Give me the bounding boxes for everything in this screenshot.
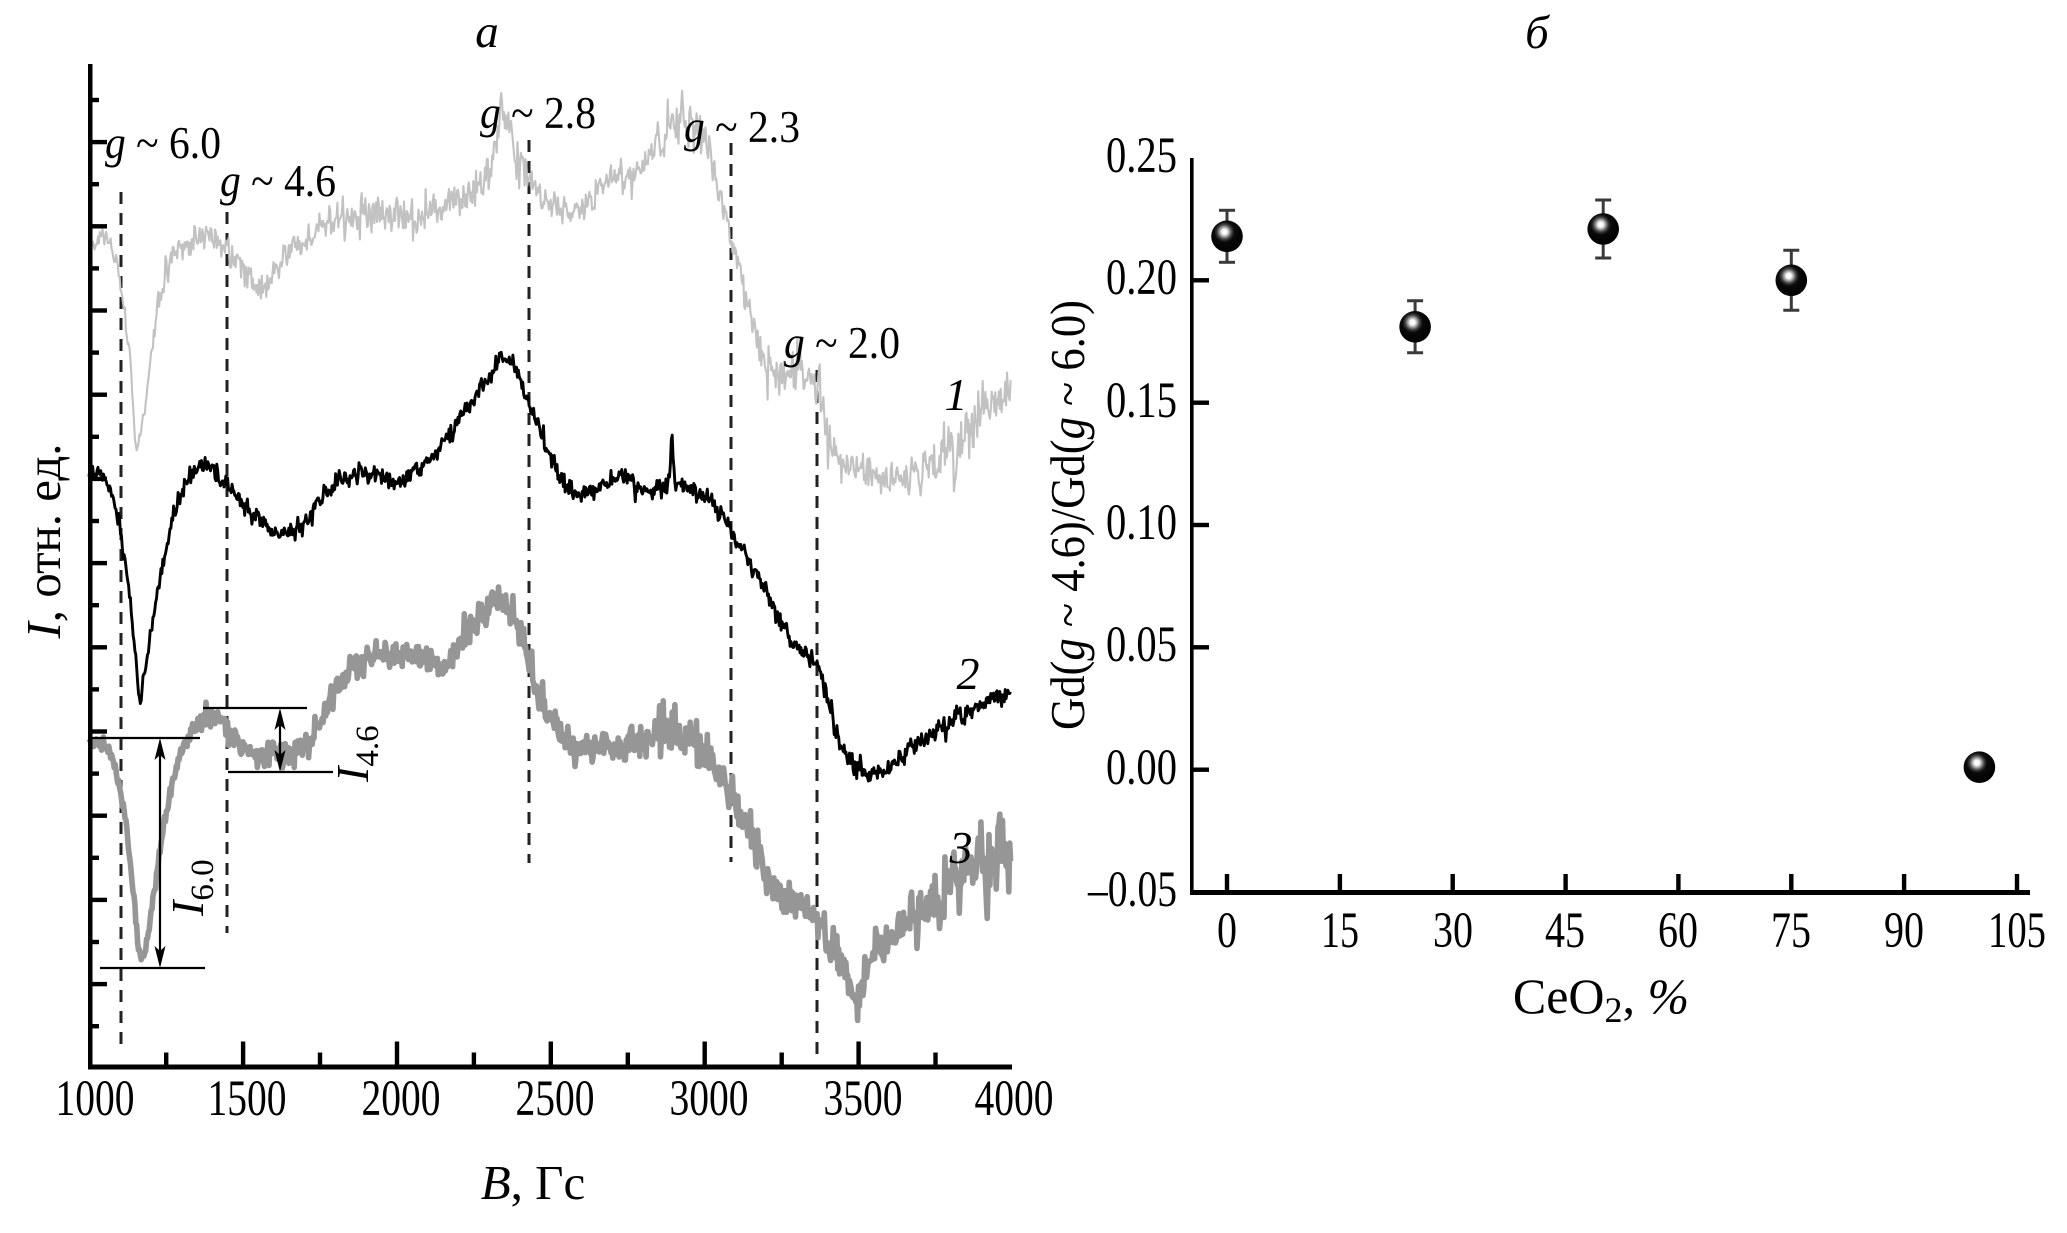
svg-text:30: 30	[1433, 903, 1473, 959]
svg-text:a: a	[475, 6, 499, 58]
svg-text:–0.05: –0.05	[1087, 862, 1177, 918]
svg-text:g ~ 2.8: g ~ 2.8	[480, 88, 596, 138]
svg-text:105: 105	[1988, 903, 2046, 959]
svg-text:g ~ 2.3: g ~ 2.3	[684, 102, 800, 152]
svg-text:4000: 4000	[975, 1071, 1054, 1127]
svg-text:0.20: 0.20	[1106, 250, 1177, 306]
svg-text:0.10: 0.10	[1106, 495, 1177, 551]
svg-text:0.00: 0.00	[1106, 740, 1177, 796]
svg-text:g ~ 4.6: g ~ 4.6	[220, 156, 336, 206]
svg-text:б: б	[1525, 7, 1550, 59]
svg-text:0.25: 0.25	[1106, 128, 1177, 184]
svg-text:I, отн. ед.: I, отн. ед.	[16, 443, 71, 639]
svg-text:1: 1	[945, 369, 968, 420]
svg-text:CeO2, %: CeO2, %	[1513, 968, 1689, 1030]
svg-text:45: 45	[1545, 903, 1585, 959]
svg-text:g ~ 6.0: g ~ 6.0	[105, 118, 221, 168]
svg-text:Gd(g ~ 4.6)/Gd(g ~ 6.0): Gd(g ~ 4.6)/Gd(g ~ 6.0)	[1040, 300, 1095, 730]
svg-text:0.05: 0.05	[1106, 617, 1177, 673]
svg-text:15: 15	[1321, 903, 1359, 959]
svg-text:1500: 1500	[208, 1071, 287, 1127]
svg-text:1000: 1000	[56, 1071, 135, 1127]
svg-text:0.15: 0.15	[1106, 373, 1177, 429]
svg-text:75: 75	[1771, 903, 1811, 959]
svg-text:60: 60	[1658, 903, 1698, 959]
svg-text:2500: 2500	[516, 1071, 595, 1127]
svg-text:2: 2	[957, 648, 980, 699]
svg-text:3500: 3500	[824, 1071, 903, 1127]
svg-text:3: 3	[949, 822, 973, 873]
svg-text:B, Гс: B, Гс	[481, 1155, 586, 1210]
svg-text:3000: 3000	[670, 1071, 749, 1127]
svg-text:g ~ 2.0: g ~ 2.0	[784, 318, 900, 368]
svg-text:2000: 2000	[362, 1071, 441, 1127]
svg-text:90: 90	[1884, 903, 1924, 959]
svg-text:0: 0	[1217, 903, 1237, 959]
